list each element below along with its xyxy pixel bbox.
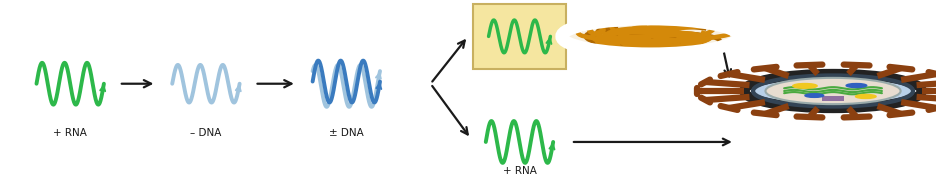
Circle shape — [856, 94, 876, 98]
Text: – DNA: – DNA — [190, 128, 222, 138]
Circle shape — [766, 78, 900, 104]
Circle shape — [562, 19, 739, 54]
Text: ± DNA: ± DNA — [329, 128, 364, 138]
Circle shape — [846, 84, 867, 88]
Bar — [822, 96, 844, 101]
Bar — [473, 4, 566, 69]
Text: + RNA: + RNA — [53, 128, 87, 138]
Circle shape — [805, 94, 824, 97]
Circle shape — [753, 75, 914, 107]
Circle shape — [793, 84, 817, 88]
Text: + RNA: + RNA — [503, 166, 536, 176]
